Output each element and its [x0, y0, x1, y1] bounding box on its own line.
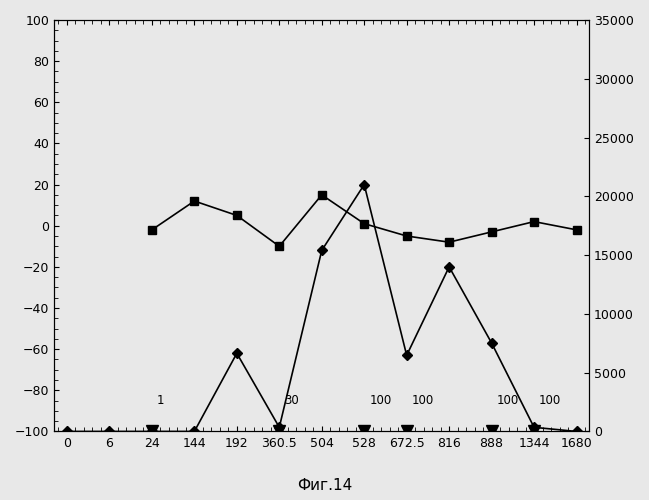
Text: 1: 1: [157, 394, 164, 407]
Text: 100: 100: [369, 394, 391, 407]
Text: 100: 100: [539, 394, 561, 407]
Text: 30: 30: [284, 394, 299, 407]
Text: 100: 100: [496, 394, 519, 407]
Text: 100: 100: [411, 394, 434, 407]
Text: Фиг.14: Фиг.14: [297, 478, 352, 493]
